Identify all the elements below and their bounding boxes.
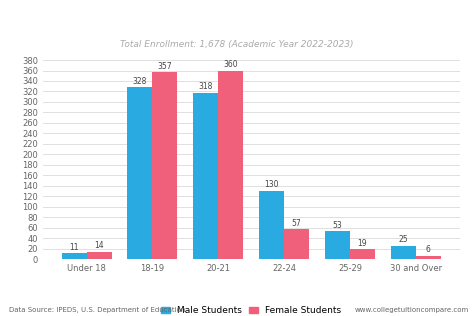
Text: 14: 14 (94, 241, 104, 250)
Bar (284, 229, 309, 259)
Bar (325, 231, 350, 259)
Text: Data Source: IPEDS, U.S. Department of Education: Data Source: IPEDS, U.S. Department of E… (9, 307, 186, 313)
Text: 57: 57 (292, 219, 301, 228)
Text: 25: 25 (399, 235, 408, 245)
Text: 360: 360 (224, 60, 238, 69)
Text: 6: 6 (426, 246, 431, 254)
Bar (128, 87, 153, 259)
Bar (350, 249, 375, 259)
Text: 11: 11 (69, 243, 79, 252)
Bar (219, 70, 243, 259)
Bar (416, 256, 441, 259)
Bar (62, 253, 87, 259)
Bar (153, 72, 177, 259)
Bar (259, 191, 284, 259)
Text: www.collegetuitioncompare.com: www.collegetuitioncompare.com (355, 307, 469, 313)
Text: 53: 53 (333, 221, 342, 230)
Text: 328: 328 (133, 77, 147, 86)
Text: 357: 357 (158, 62, 172, 70)
Text: Hillsdale College Student Population By Age: Hillsdale College Student Population By … (71, 16, 403, 29)
Bar (193, 93, 219, 259)
Text: Total Enrollment: 1,678 (Academic Year 2022-2023): Total Enrollment: 1,678 (Academic Year 2… (120, 40, 354, 49)
Legend: Male Students, Female Students: Male Students, Female Students (158, 303, 344, 316)
Text: 318: 318 (199, 82, 213, 91)
Text: 130: 130 (264, 180, 279, 189)
Text: 19: 19 (358, 239, 367, 248)
Bar (391, 246, 416, 259)
Bar (87, 252, 112, 259)
